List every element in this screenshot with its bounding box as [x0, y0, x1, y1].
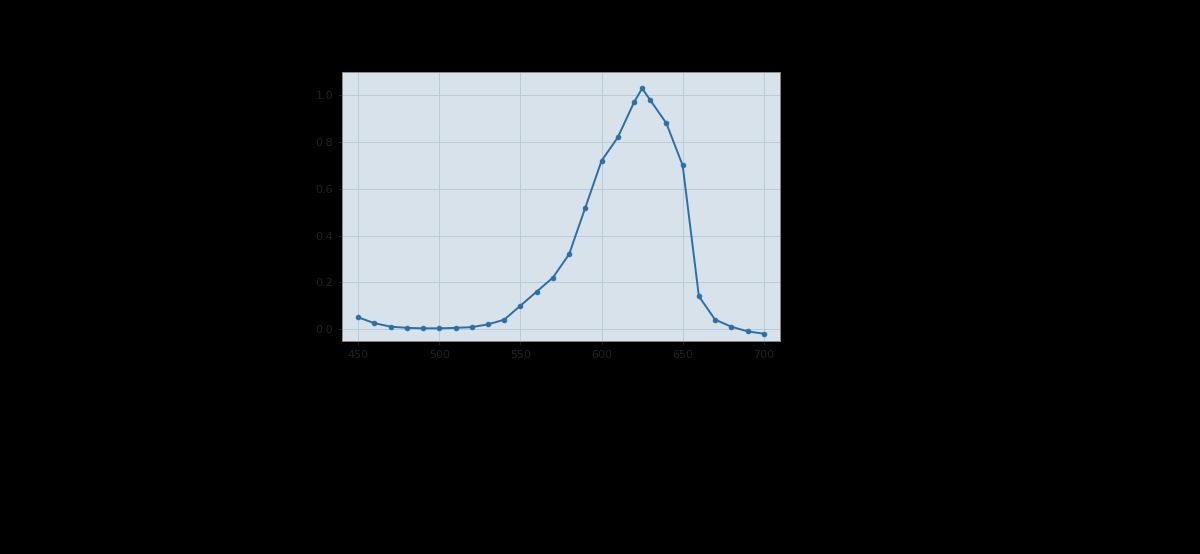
Text: a.   What region of the spectrum is represented here?: a. What region of the spectrum is repres… [268, 396, 672, 409]
Text: Use the spectrum below to answer the following questions:: Use the spectrum below to answer the fol… [272, 19, 708, 34]
Text: b.   If the concentration of the substance measured was 0.50 M, how would the
  : b. If the concentration of the substance… [268, 435, 918, 478]
Y-axis label: Absorbance: Absorbance [295, 170, 308, 243]
X-axis label: Wavelength (nm): Wavelength (nm) [506, 367, 616, 379]
